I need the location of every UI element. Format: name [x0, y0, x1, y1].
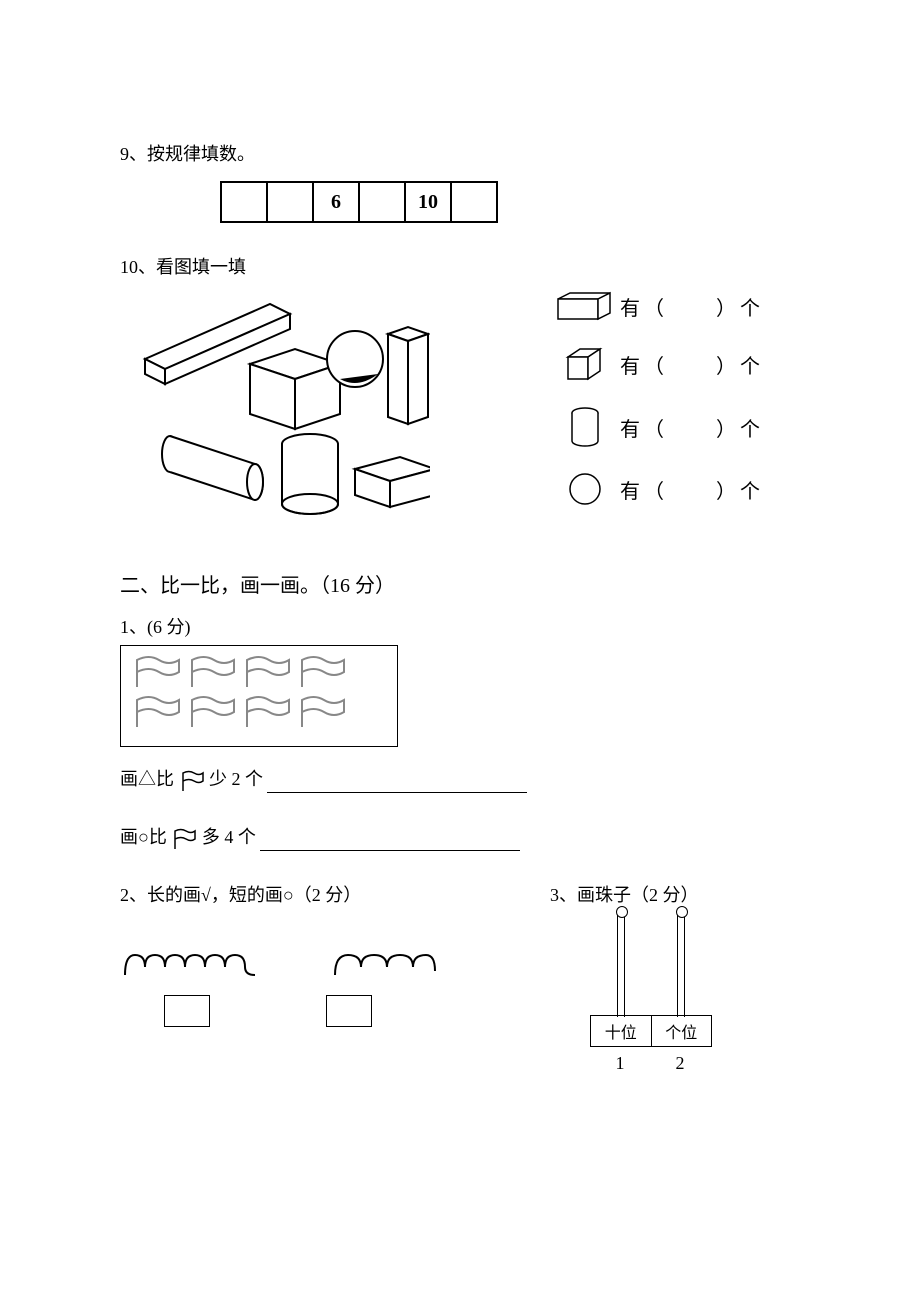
flag-icon [129, 652, 379, 692]
circle-compare-line: 画○比 多 4 个 [120, 823, 800, 851]
q9-cell: 6 [313, 182, 359, 222]
standing-cylinder-icon [282, 434, 338, 514]
flag-row [129, 652, 389, 692]
short-spring-icon [330, 947, 440, 981]
q9-cell[interactable] [267, 182, 313, 222]
q9-cell[interactable] [221, 182, 267, 222]
lying-cylinder-icon [162, 436, 263, 500]
q9-cell[interactable] [451, 182, 497, 222]
cuboid-icon [550, 289, 620, 323]
legend-label: 有（ ）个 [620, 413, 764, 442]
cylinder-icon [550, 405, 620, 449]
question-2-2: 2、长的画√，短的画○（2 分） [120, 881, 500, 1074]
shapes-collection [140, 289, 430, 519]
abacus-tens-number: 1 [590, 1053, 650, 1074]
abacus-ones-label: 个位 [652, 1016, 712, 1046]
sphere-icon [327, 331, 383, 387]
q2-3-label: 3、画珠子（2 分） [550, 881, 710, 907]
abacus-numbers: 1 2 [590, 1053, 710, 1074]
q2-2-label: 2、长的画√，短的画○（2 分） [120, 881, 500, 907]
shapes-legend: 有（ ）个 有（ ）个 [550, 289, 764, 529]
answer-blank[interactable] [267, 792, 527, 793]
legend-label: 有（ ）个 [620, 475, 764, 504]
abacus-rod-ones [677, 912, 685, 1017]
triangle-compare-line: 画△比 少 2 个 [120, 765, 800, 793]
section-2-title: 二、比一比，画一画。（16 分） [120, 569, 800, 598]
answer-box[interactable] [326, 995, 372, 1027]
tall-cuboid-icon [388, 327, 428, 424]
question-10: 10、看图填一填 [120, 253, 800, 529]
q9-title: 9、按规律填数。 [120, 140, 800, 166]
legend-cylinder: 有（ ）个 [550, 405, 764, 449]
q10-title: 10、看图填一填 [120, 253, 800, 279]
flags-box [120, 645, 398, 747]
answer-box[interactable] [164, 995, 210, 1027]
flag-small-icon [179, 769, 205, 793]
q9-cell: 10 [405, 182, 451, 222]
flag-icon [129, 692, 379, 732]
abacus-ones-number: 2 [650, 1053, 710, 1074]
abacus-rod-tens [617, 912, 625, 1017]
abacus-tens-label: 十位 [591, 1016, 652, 1046]
small-cuboid-icon [355, 457, 430, 507]
answer-blank[interactable] [260, 850, 520, 851]
question-9: 9、按规律填数。 6 10 [120, 140, 800, 223]
question-2-3: 3、画珠子（2 分） 十位 个位 1 2 [550, 881, 710, 1074]
flag-row [129, 692, 389, 732]
legend-cuboid: 有（ ）个 [550, 289, 764, 323]
q9-pattern-table: 6 10 [220, 181, 498, 223]
abacus-base: 十位 个位 [590, 1015, 712, 1047]
legend-label: 有（ ）个 [620, 292, 764, 321]
long-spring-icon [120, 947, 260, 981]
legend-sphere: 有（ ）个 [550, 471, 764, 507]
legend-label: 有（ ）个 [620, 350, 764, 379]
cube-small-icon [550, 345, 620, 383]
abacus[interactable]: 十位 个位 [590, 907, 710, 1047]
q9-cell[interactable] [359, 182, 405, 222]
q2-1-label: 1、(6 分) [120, 613, 800, 639]
circle-icon [550, 471, 620, 507]
flag-small-icon [171, 827, 197, 851]
legend-cube: 有（ ）个 [550, 345, 764, 383]
